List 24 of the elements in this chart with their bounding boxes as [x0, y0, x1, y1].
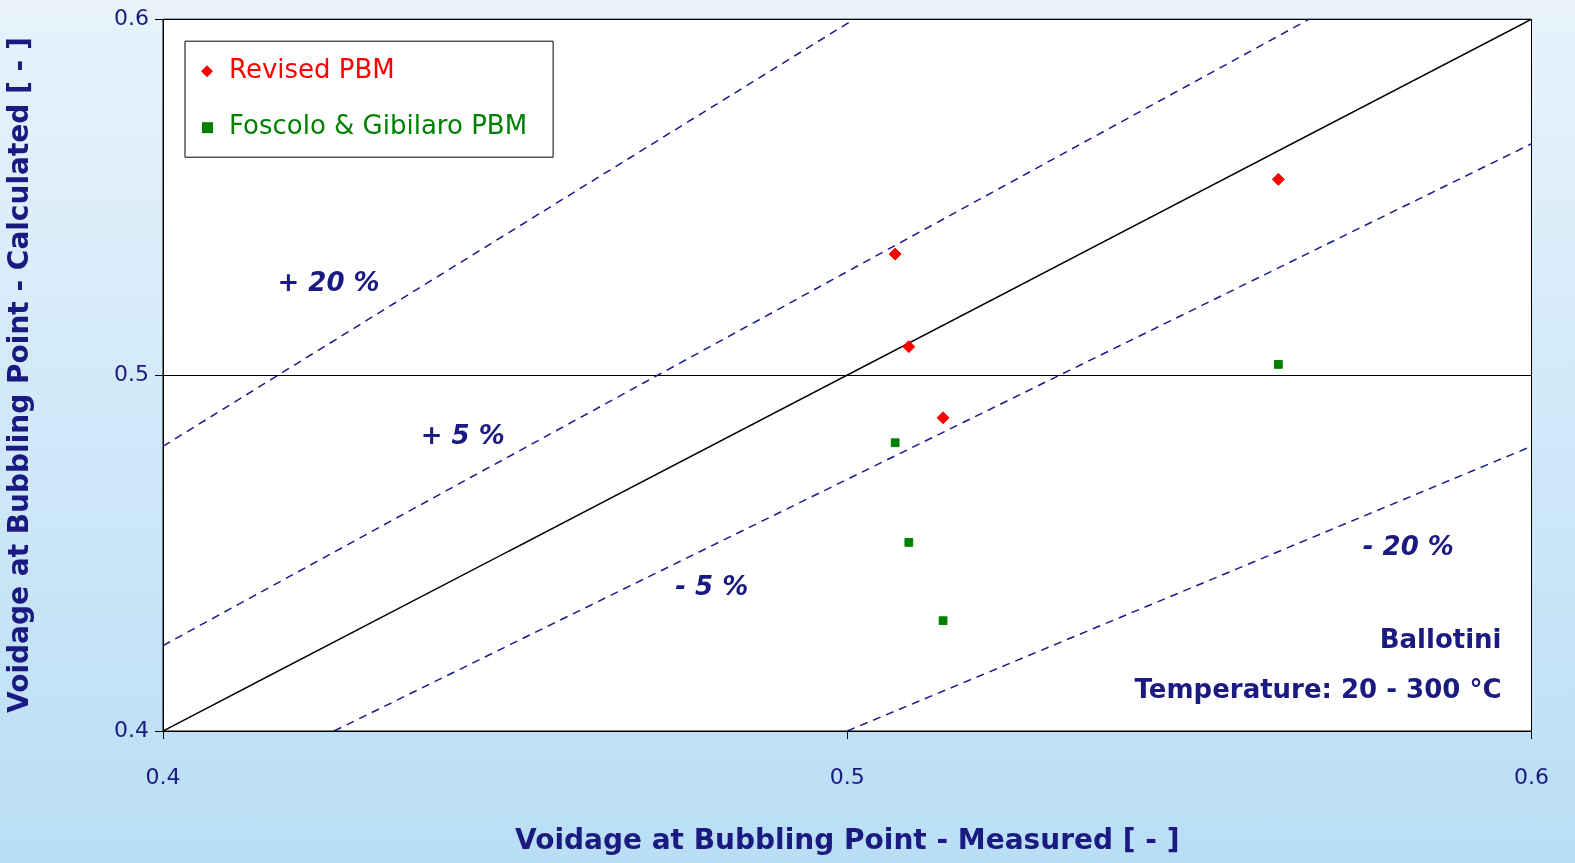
- x-tick-label: 0.5: [829, 763, 865, 789]
- point: [1271, 172, 1285, 186]
- y-tick-label: 0.6: [114, 4, 149, 30]
- x-axis-title: Voidage at Bubbling Point - Measured [ - ]: [515, 823, 1180, 857]
- y-tick-label: 0.5: [114, 360, 149, 386]
- point: [890, 438, 900, 448]
- annotation: + 5 %: [420, 420, 505, 451]
- point: [888, 247, 902, 261]
- y-tick-label: 0.4: [114, 716, 149, 742]
- x-tick-label: 0.4: [145, 763, 181, 789]
- point: [936, 411, 950, 425]
- x-tick-label: 0.6: [1514, 763, 1550, 789]
- y-axis-title: Voidage at Bubbling Point - Calculated [ - ]: [2, 37, 36, 713]
- annotation: + 20 %: [277, 267, 380, 298]
- annotation: Temperature: 20 - 300 °C: [1134, 673, 1502, 704]
- point: [902, 340, 916, 354]
- annotation: Ballotini: [1379, 623, 1502, 654]
- point: [938, 616, 948, 626]
- annotation: - 20 %: [1362, 530, 1454, 561]
- legend-label: Revised PBM: [229, 53, 395, 84]
- legend-label: Foscolo & Gibilaro PBM: [229, 109, 528, 140]
- point: [1273, 360, 1283, 369]
- point: [904, 537, 914, 547]
- annotation: - 5 %: [675, 571, 749, 602]
